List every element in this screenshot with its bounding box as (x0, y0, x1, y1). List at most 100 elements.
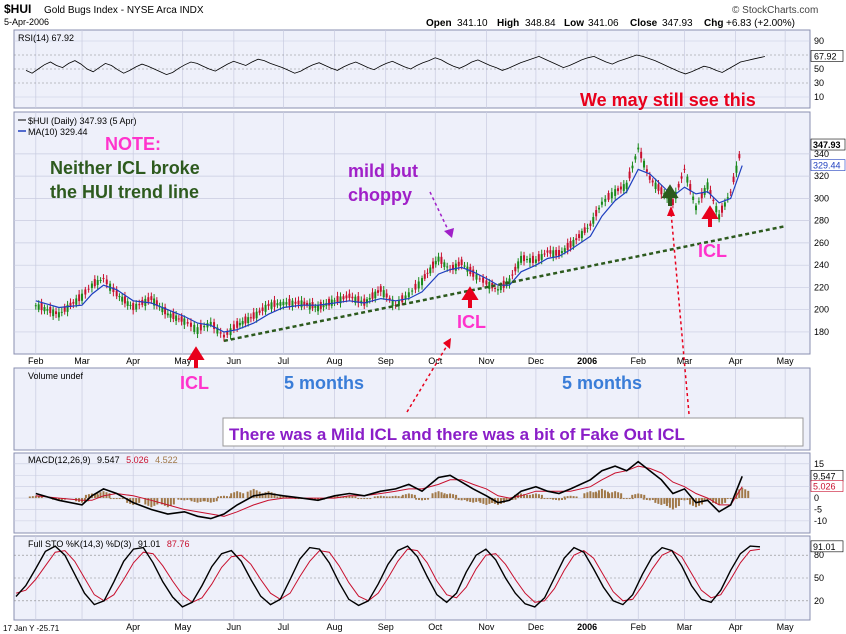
low-value: 341.06 (588, 18, 619, 29)
price-bar-body (379, 286, 382, 292)
macd-hist-bar (126, 498, 129, 503)
macd-hist-bar (404, 494, 407, 499)
macd-hist-bar (502, 498, 505, 500)
high-label: High (497, 18, 519, 29)
price-bar-body (417, 281, 420, 289)
macd-hist-bar (166, 498, 169, 508)
price-bar-body (437, 256, 440, 262)
macd-hist-bar (558, 498, 561, 501)
price-bar-body (634, 156, 637, 160)
price-bar-body (617, 188, 620, 192)
macd-hist-bar (249, 490, 252, 499)
macd-hist-bar (177, 498, 180, 500)
macd-hist-bar (236, 491, 239, 499)
price-bar-body (279, 302, 282, 306)
price-bar-body (434, 260, 437, 265)
price-bar-body (93, 279, 96, 287)
macd-hist-bar (156, 498, 159, 505)
price-x-tick: Apr (126, 356, 140, 366)
macd-hist-bar (472, 498, 475, 503)
macd-hist-bar (508, 498, 511, 501)
macd-hist-bar (603, 490, 606, 499)
price-bar-body (147, 297, 150, 302)
price-bar-body (391, 299, 394, 307)
price-bar-body (180, 316, 183, 322)
macd-hist-bar (564, 498, 567, 500)
macd-hist-bar (407, 493, 410, 499)
macd-hist-bar (209, 498, 212, 503)
price-bar-body (692, 196, 695, 200)
price-bar-body (604, 199, 607, 202)
sto-x-tick: Apr (126, 622, 140, 632)
volume-title: Volume undef (28, 371, 84, 381)
macd-hist-bar (193, 498, 196, 502)
price-bar-body (732, 176, 735, 183)
price-x-tick: Aug (327, 356, 343, 366)
price-bar-body (645, 169, 648, 172)
price-bar-body (472, 269, 475, 277)
macd-hist-bar (333, 495, 336, 499)
macd-line (35, 460, 743, 520)
price-bar-body (592, 217, 595, 224)
price-bar-body (686, 176, 689, 183)
macd-y-tick: -10 (814, 516, 827, 526)
price-bar-body (511, 274, 514, 276)
price-bar-body (388, 297, 391, 300)
price-bar-body (443, 262, 446, 267)
macd-hist-bar (219, 496, 222, 499)
macd-hist-bar (634, 494, 637, 499)
note-line1: Neither ICL broke (50, 158, 200, 178)
macd-title-signal: 5.026 (126, 455, 149, 465)
macd-hist-bar (594, 491, 597, 499)
price-bar-body (589, 223, 592, 227)
callout-text: There was a Mild ICL and there was a bit… (229, 425, 685, 444)
macd-hist-bar (488, 498, 491, 504)
price-bar-body (429, 267, 432, 274)
price-bar-body (637, 147, 640, 150)
price-bar-body (300, 300, 303, 308)
macd-hist-bar (460, 498, 463, 501)
macd-hist-bar (163, 498, 166, 506)
macd-hist-bar (620, 493, 623, 499)
price-bar-body (648, 175, 651, 180)
price-bar-body (155, 300, 158, 306)
macd-hist-bar (654, 498, 657, 503)
price-bar-body (199, 324, 202, 331)
price-bar-body (460, 259, 463, 266)
macd-hist-bar (189, 498, 192, 500)
price-x-tick: Apr (729, 356, 743, 366)
macd-hist-bar (642, 498, 645, 500)
price-bar-body (60, 311, 63, 313)
price-bar-body (534, 259, 537, 263)
macd-hist-bar (537, 494, 540, 499)
price-bar-body (520, 255, 523, 263)
price-bar-body (543, 253, 546, 255)
macd-hist-bar (401, 494, 404, 499)
sto-x-tick: Mar (677, 622, 693, 632)
price-bar-body (607, 193, 610, 200)
price-bar-body (348, 293, 351, 298)
price-bar-body (600, 201, 603, 205)
macd-hist-bar (121, 498, 124, 500)
macd-hist-bar (680, 498, 683, 501)
macd-title-prefix: MACD(12,26,9) (28, 455, 91, 465)
price-bar-body (132, 303, 135, 311)
macd-hist-bar (555, 498, 558, 501)
price-bar-body (723, 202, 726, 207)
macd-hist-bar (345, 496, 348, 499)
price-bar-body (229, 328, 232, 336)
price-bar-body (189, 322, 192, 327)
macd-hist-bar (692, 498, 695, 506)
price-y-tick: 260 (814, 238, 829, 248)
macd-hist-bar (108, 493, 111, 499)
macd-hist-bar (225, 496, 228, 499)
price-bar-body (90, 283, 93, 289)
price-bar-body (183, 318, 186, 325)
sto-title: Full STO %K(14,3) %D(3) 91.01 87.76 (28, 539, 189, 549)
macd-hist-bar (724, 498, 727, 503)
macd-hist-bar (523, 494, 526, 499)
price-bar-body (563, 248, 566, 252)
macd-hist-bar (478, 498, 481, 502)
macd-hist-bar (552, 498, 555, 500)
macd-hist-bar (424, 498, 427, 501)
